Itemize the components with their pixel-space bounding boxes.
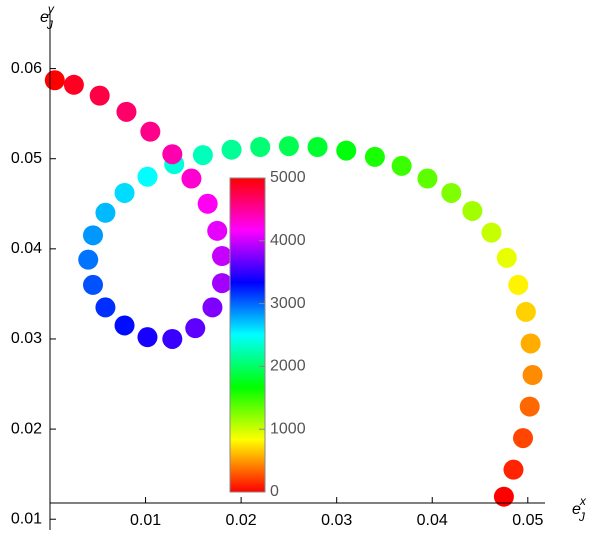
point bbox=[391, 155, 412, 176]
point bbox=[212, 246, 233, 267]
point bbox=[364, 146, 385, 167]
colorbar-gradient bbox=[229, 177, 266, 493]
point bbox=[116, 101, 137, 122]
colorbar-tick-label: 1000 bbox=[270, 420, 306, 437]
y-tick-label: 0.01 bbox=[11, 510, 42, 527]
point bbox=[336, 140, 357, 161]
x-tick-label: 0.05 bbox=[512, 512, 543, 529]
point bbox=[307, 136, 328, 157]
colorbar-tick-label: 3000 bbox=[270, 295, 306, 312]
x-tick-label: 0.04 bbox=[417, 512, 448, 529]
point bbox=[83, 274, 104, 295]
y-tick-label: 0.04 bbox=[11, 240, 42, 257]
point bbox=[522, 365, 543, 386]
colorbar-tick-label: 2000 bbox=[270, 358, 306, 375]
point bbox=[181, 168, 202, 189]
colorbar-tick-label: 0 bbox=[270, 483, 279, 500]
x-tick-label: 0.03 bbox=[321, 512, 352, 529]
colorbar: 0 1000 2000 3000 4000 5000 bbox=[229, 169, 306, 500]
x-tick-label: 0.01 bbox=[130, 512, 161, 529]
x-axis-label: ex J bbox=[572, 494, 587, 524]
point bbox=[481, 222, 502, 243]
point bbox=[140, 121, 161, 142]
point bbox=[212, 273, 233, 294]
point bbox=[520, 333, 541, 354]
points bbox=[44, 70, 543, 507]
point bbox=[221, 139, 242, 160]
point bbox=[137, 166, 158, 187]
point bbox=[462, 200, 483, 221]
y-tick-label: 0.03 bbox=[11, 330, 42, 347]
point bbox=[95, 202, 116, 223]
y-axis-label: ey J bbox=[40, 2, 55, 32]
point bbox=[417, 168, 438, 189]
point bbox=[250, 136, 271, 157]
point bbox=[162, 144, 183, 165]
point bbox=[185, 318, 206, 339]
point bbox=[137, 327, 158, 348]
point bbox=[496, 247, 517, 268]
point bbox=[202, 297, 223, 318]
point bbox=[493, 486, 514, 507]
point bbox=[513, 428, 534, 449]
colorbar-tick-label: 4000 bbox=[270, 232, 306, 249]
point bbox=[44, 70, 65, 91]
point bbox=[441, 182, 462, 203]
y-tick-label: 0.05 bbox=[11, 150, 42, 167]
point bbox=[207, 220, 228, 241]
point bbox=[89, 85, 110, 106]
point bbox=[278, 136, 299, 157]
colorbar-tick-label: 5000 bbox=[270, 169, 306, 186]
y-tick-label: 0.02 bbox=[11, 420, 42, 437]
point bbox=[162, 328, 183, 349]
point bbox=[83, 225, 104, 246]
y-tick-label: 0.06 bbox=[11, 60, 42, 77]
point bbox=[63, 74, 84, 95]
point bbox=[114, 182, 135, 203]
point bbox=[95, 297, 116, 318]
point bbox=[503, 459, 524, 480]
point bbox=[192, 145, 213, 166]
x-tick-label: 0.02 bbox=[226, 512, 257, 529]
point bbox=[508, 274, 529, 295]
point bbox=[515, 301, 536, 322]
point bbox=[197, 193, 218, 214]
point bbox=[519, 396, 540, 417]
point bbox=[78, 249, 99, 270]
point bbox=[114, 315, 135, 336]
